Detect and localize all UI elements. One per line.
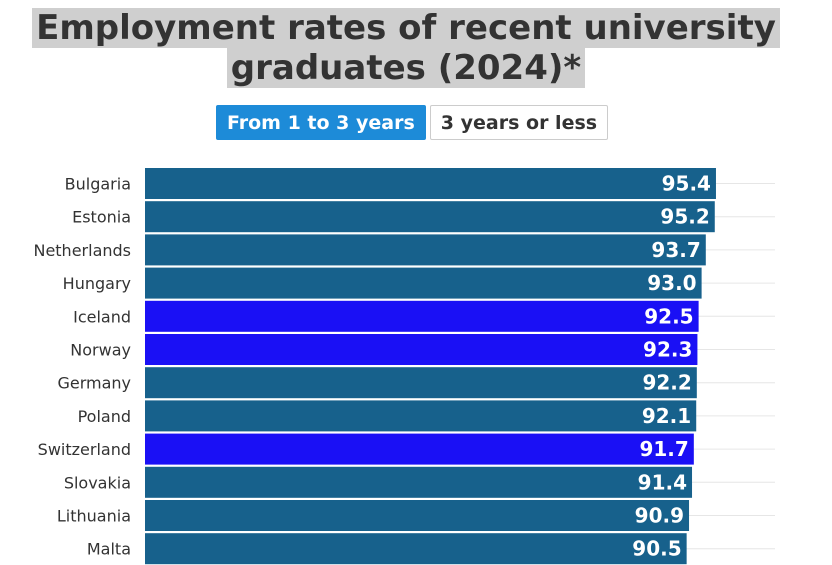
period-toggle: From 1 to 3 years 3 years or less bbox=[216, 105, 612, 140]
toggle-3-years-or-less-button[interactable]: 3 years or less bbox=[429, 105, 609, 140]
title-line-2: graduates (2024)* bbox=[226, 48, 586, 88]
category-label-hungary: Hungary bbox=[63, 274, 131, 293]
category-label-malta: Malta bbox=[87, 540, 131, 559]
value-label-bulgaria: 95.4 bbox=[662, 172, 711, 196]
bar-hungary[interactable] bbox=[145, 267, 702, 299]
value-label-switzerland: 91.7 bbox=[639, 437, 688, 461]
value-label-slovakia: 91.4 bbox=[638, 470, 687, 494]
bar-estonia[interactable] bbox=[145, 201, 715, 233]
bar-norway[interactable] bbox=[145, 334, 698, 365]
bar-poland[interactable] bbox=[145, 400, 697, 432]
bar-slovakia[interactable] bbox=[145, 466, 693, 498]
bar-lithuania[interactable] bbox=[145, 500, 690, 531]
bar-germany[interactable] bbox=[145, 367, 697, 399]
title-line-1: Employment rates of recent university bbox=[32, 8, 780, 48]
category-label-switzerland: Switzerland bbox=[38, 440, 131, 459]
value-label-lithuania: 90.9 bbox=[635, 504, 684, 528]
category-label-netherlands: Netherlands bbox=[33, 241, 131, 260]
value-label-germany: 92.2 bbox=[642, 371, 691, 395]
toggle-1-to-3-years-button[interactable]: From 1 to 3 years bbox=[216, 105, 426, 140]
bar-bulgaria[interactable] bbox=[145, 168, 716, 199]
value-label-netherlands: 93.7 bbox=[651, 238, 700, 262]
category-label-slovakia: Slovakia bbox=[64, 473, 131, 492]
category-label-germany: Germany bbox=[57, 374, 131, 393]
bar-malta[interactable] bbox=[145, 533, 687, 565]
value-label-norway: 92.3 bbox=[643, 338, 692, 362]
bar-switzerland[interactable] bbox=[145, 433, 694, 465]
category-label-poland: Poland bbox=[78, 407, 131, 426]
value-label-iceland: 92.5 bbox=[644, 304, 693, 328]
bar-netherlands[interactable] bbox=[145, 234, 706, 266]
category-label-estonia: Estonia bbox=[72, 208, 131, 227]
category-label-bulgaria: Bulgaria bbox=[65, 175, 131, 194]
category-label-lithuania: Lithuania bbox=[57, 507, 131, 526]
bar-iceland[interactable] bbox=[145, 300, 699, 332]
category-label-norway: Norway bbox=[70, 341, 131, 360]
value-label-estonia: 95.2 bbox=[660, 205, 709, 229]
value-label-poland: 92.1 bbox=[642, 404, 691, 428]
chart-title: Employment rates of recent university gr… bbox=[0, 8, 812, 88]
category-label-iceland: Iceland bbox=[73, 307, 131, 326]
value-label-hungary: 93.0 bbox=[647, 271, 696, 295]
value-label-malta: 90.5 bbox=[632, 537, 681, 561]
